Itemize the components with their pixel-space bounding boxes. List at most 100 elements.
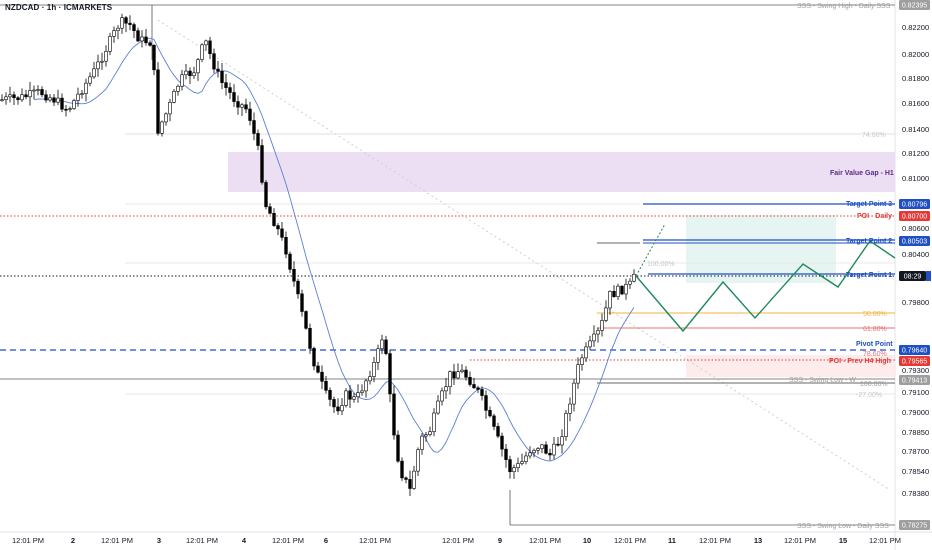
candle-body	[360, 390, 364, 393]
candle-body	[456, 371, 460, 379]
price-tick-label: 0.81800	[902, 74, 929, 83]
candle	[28, 81, 32, 106]
candle	[404, 476, 408, 484]
candle	[116, 25, 120, 40]
candle-body	[128, 22, 132, 25]
candle	[184, 64, 188, 80]
candle-body	[140, 36, 144, 42]
candle-body	[512, 467, 516, 473]
candle-body	[604, 307, 608, 321]
candle-body	[544, 444, 548, 454]
candle	[356, 384, 360, 403]
candle	[348, 385, 352, 408]
candle	[400, 457, 404, 481]
candle-body	[500, 435, 504, 450]
candle-body	[584, 346, 588, 359]
time-tick-label: 12:01 PM	[442, 536, 474, 545]
candle	[352, 392, 356, 403]
candle-body	[528, 452, 532, 457]
candle-body	[40, 89, 44, 96]
tag-target-2-bg	[899, 236, 930, 246]
candle	[172, 89, 176, 104]
candle	[228, 82, 232, 100]
candle	[240, 103, 244, 116]
candle	[344, 388, 348, 408]
candle-body	[124, 17, 128, 24]
candle-body	[496, 426, 500, 437]
candle	[180, 69, 184, 91]
candle	[452, 363, 456, 385]
time-tick-label: 12:01 PM	[359, 536, 391, 545]
time-tick-label: 12:01 PM	[614, 536, 646, 545]
candle-body	[588, 340, 592, 348]
candle-body	[160, 121, 164, 134]
candle-body	[224, 82, 228, 88]
candle	[524, 451, 528, 465]
candle	[384, 335, 388, 356]
candle-body	[152, 45, 156, 71]
candle	[484, 390, 488, 419]
level-labels: 74.60% Fair Value Gap - H1 Target Point …	[647, 3, 894, 530]
candle	[252, 112, 256, 141]
candle-body	[320, 371, 324, 382]
candle	[392, 385, 396, 440]
candle-body	[112, 30, 116, 37]
candle	[56, 89, 60, 106]
candle-body	[356, 392, 360, 398]
price-tick-label: 0.79800	[902, 298, 929, 307]
price-tick-label: 0.80400	[902, 250, 929, 259]
candle	[188, 67, 192, 85]
time-tick-label: 12:01 PM	[869, 536, 901, 545]
candle	[424, 431, 428, 442]
candle-body	[412, 470, 416, 489]
candle	[36, 85, 40, 96]
candle	[540, 443, 544, 454]
candle	[112, 26, 116, 43]
candle-body	[404, 477, 408, 480]
candle	[216, 60, 220, 78]
candle	[536, 447, 540, 455]
candle-body	[428, 431, 432, 435]
candle	[596, 327, 600, 343]
candle-body	[56, 97, 60, 103]
tag-pivot: 0.79640	[902, 348, 927, 355]
fib-neg27-label: -27.00%	[856, 392, 882, 399]
candle-body	[524, 455, 528, 462]
candle-body	[384, 339, 388, 354]
candle-body	[0, 99, 4, 102]
candle-body	[628, 280, 632, 285]
candle-body	[80, 93, 84, 95]
candle-body	[408, 479, 412, 489]
candle-body	[484, 395, 488, 411]
candle-body	[20, 94, 24, 101]
candle-body	[200, 44, 204, 60]
candle	[160, 120, 164, 137]
candle	[136, 27, 140, 43]
candle	[32, 85, 36, 100]
candle-body	[16, 97, 20, 101]
candle-body	[348, 390, 352, 400]
candle	[396, 430, 400, 463]
price-tick-label: 0.78540	[902, 467, 929, 476]
time-tick-label: 12:01 PM	[529, 536, 561, 545]
candle-body	[240, 104, 244, 108]
candle	[504, 443, 508, 468]
candle	[600, 313, 604, 337]
price-axis[interactable]: 0.82200 0.82000 0.81800 0.81600 0.81400 0.812…	[902, 23, 929, 498]
candle-body	[304, 311, 308, 329]
price-tick-label: 0.81400	[902, 125, 929, 134]
time-axis[interactable]: 12:01 PM 2 12:01 PM 3 12:01 PM 4 12:01 PM 6 12:0…	[12, 536, 901, 545]
tag-poi-h4-bg	[899, 356, 930, 366]
time-tick-label: 9	[498, 536, 502, 545]
candle-body	[68, 108, 72, 110]
candle-body	[548, 452, 552, 456]
candle-body	[60, 97, 64, 110]
tag-swing-low-daily: 0.78275	[902, 523, 927, 530]
candle-body	[72, 100, 76, 109]
candle-body	[332, 399, 336, 408]
candle	[312, 346, 316, 371]
poi-h4-label: POI - Prev H4 High	[829, 358, 891, 365]
pivot-label: Pivot Point	[856, 341, 893, 348]
candle	[364, 378, 368, 398]
